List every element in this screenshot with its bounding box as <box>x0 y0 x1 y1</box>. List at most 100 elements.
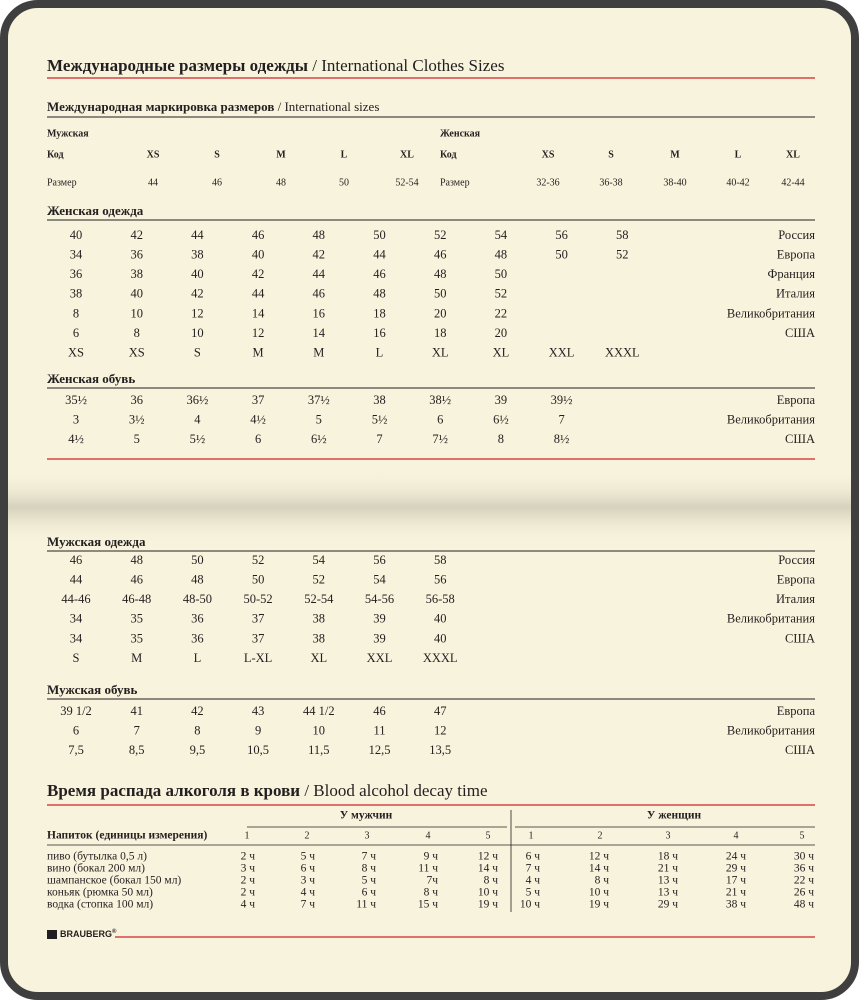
size-cell: 12,5 <box>369 743 391 757</box>
row-label: Код <box>47 149 64 160</box>
time-cell: 29 ч <box>726 863 746 875</box>
size-cell: 35 <box>130 631 143 645</box>
size-cell: XXL <box>549 345 575 359</box>
size-cell: 48 <box>191 572 204 586</box>
size-cell: 44 1/2 <box>303 704 335 718</box>
size-cell: XXXL <box>423 651 458 665</box>
size-cell: L <box>735 149 742 160</box>
size-cell: 12 <box>252 326 265 340</box>
size-cell: 52-54 <box>304 592 334 606</box>
column-header: 2 <box>305 830 310 841</box>
column-header: 4 <box>426 830 431 841</box>
size-cell: 50 <box>191 553 204 567</box>
size-cell: 38 <box>373 393 386 407</box>
time-cell: 22 ч <box>794 875 814 887</box>
time-cell: 2 ч <box>241 851 256 863</box>
size-cell: 20 <box>495 326 508 340</box>
size-cell: 52 <box>616 247 629 261</box>
time-cell: 14 ч <box>589 863 609 875</box>
brand: BRAUBERG® <box>60 928 117 940</box>
size-cell: 39 1/2 <box>60 704 92 718</box>
size-cell: 11 <box>373 723 385 737</box>
size-cell: 48 <box>495 247 508 261</box>
size-cell: 48 <box>434 267 447 281</box>
size-cell: 7 <box>376 432 382 446</box>
size-cell: 50-52 <box>244 592 273 606</box>
size-cell: 35 <box>130 612 143 626</box>
size-cell: 7½ <box>432 432 448 446</box>
size-cell: 52 <box>434 228 447 242</box>
size-cell: 16 <box>373 326 386 340</box>
time-cell: 13 ч <box>658 887 678 899</box>
drink: водка (стопка 100 мл) <box>47 899 153 911</box>
time-cell: 10 ч <box>589 887 609 899</box>
size-cell: 54-56 <box>365 592 394 606</box>
main-title: Международные размеры одежды / Internati… <box>47 56 504 75</box>
size-cell: 9,5 <box>190 743 206 757</box>
size-cell: 54 <box>373 572 386 586</box>
size-cell: 52 <box>313 572 326 586</box>
time-cell: 17 ч <box>726 875 746 887</box>
size-cell: 48-50 <box>183 592 212 606</box>
size-cell: 32-36 <box>536 177 559 188</box>
size-cell: 44-46 <box>61 592 90 606</box>
size-cell: 56 <box>434 572 447 586</box>
size-cell: 7,5 <box>68 743 84 757</box>
size-cell: 6 <box>255 432 261 446</box>
size-cell: 44 <box>191 228 204 242</box>
size-cell: 44 <box>252 287 265 301</box>
size-cell: 40 <box>70 228 83 242</box>
size-cell: 7 <box>134 723 140 737</box>
time-cell: 12 ч <box>478 851 498 863</box>
size-cell: 58 <box>616 228 629 242</box>
brand-name: BRAUBERG <box>60 929 112 939</box>
row-label: Размер <box>47 177 77 188</box>
size-cell: 22 <box>495 306 508 320</box>
size-cell: 38 <box>70 287 83 301</box>
time-cell: 3 ч <box>301 875 316 887</box>
size-cell: 6 <box>73 723 79 737</box>
time-cell: 10 ч <box>520 899 540 911</box>
time-cell: 11 ч <box>418 863 438 875</box>
time-cell: 38 ч <box>726 899 746 911</box>
size-cell: 56 <box>373 553 386 567</box>
size-cell: XS <box>542 149 555 160</box>
size-cell: M <box>253 345 264 359</box>
size-cell: 36 <box>191 631 204 645</box>
column-header: 1 <box>245 830 250 841</box>
size-cell: L <box>194 651 202 665</box>
size-cell: 13,5 <box>429 743 451 757</box>
size-cell: 52-54 <box>395 177 418 188</box>
size-cell: 16 <box>313 306 326 320</box>
size-cell: 6½ <box>311 432 327 446</box>
size-cell: M <box>131 651 142 665</box>
country: Европа <box>777 247 816 261</box>
column-header: 4 <box>734 830 739 841</box>
size-cell: 10 <box>313 723 326 737</box>
time-cell: 6 ч <box>362 887 377 899</box>
time-cell: 5 ч <box>362 875 377 887</box>
title-ru: Время распада алкоголя в крови <box>47 781 300 800</box>
time-cell: 14 ч <box>478 863 498 875</box>
time-cell: 19 ч <box>478 899 498 911</box>
size-cell: 34 <box>70 247 83 261</box>
column-header: Напиток (единицы измерения) <box>47 830 207 842</box>
size-cell: 54 <box>313 553 326 567</box>
size-cell: 37½ <box>308 393 330 407</box>
title-ru: Международные размеры одежды <box>47 56 308 75</box>
time-cell: 36 ч <box>794 863 814 875</box>
size-cell: 41 <box>130 704 143 718</box>
page-fold <box>8 470 851 545</box>
title-en: / International sizes <box>278 99 380 114</box>
size-cell: 40-42 <box>726 177 749 188</box>
size-cell: 36½ <box>186 393 208 407</box>
size-cell: L <box>376 345 384 359</box>
size-cell: 14 <box>313 326 326 340</box>
size-cell: 40 <box>130 287 143 301</box>
size-cell: 38 <box>191 247 204 261</box>
size-cell: 37 <box>252 612 265 626</box>
size-cell: 7 <box>558 412 564 426</box>
size-cell: S <box>73 651 80 665</box>
